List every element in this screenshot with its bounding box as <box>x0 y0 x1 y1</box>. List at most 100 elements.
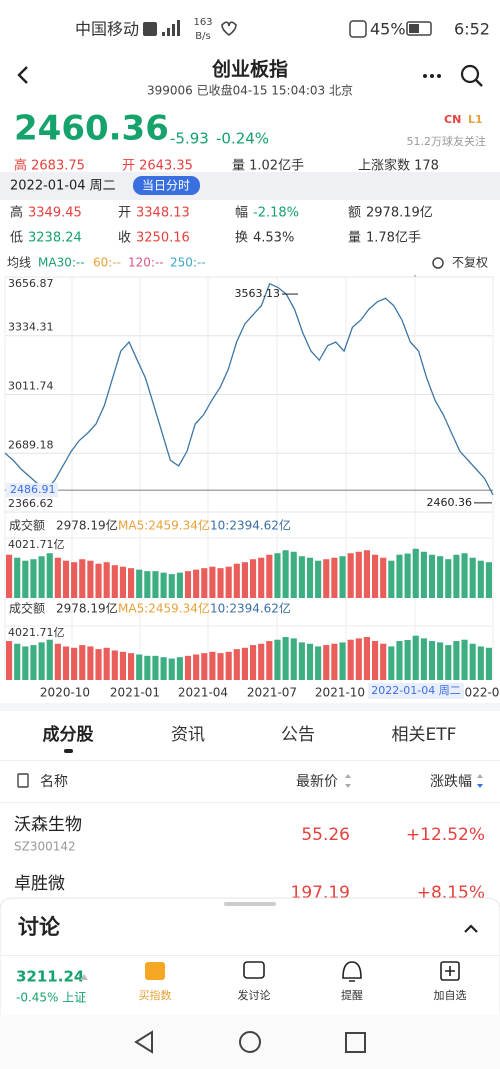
hidden-stat: 上涨家数 178 <box>358 158 439 174</box>
vol-bar <box>250 559 257 598</box>
more-button[interactable] <box>423 74 441 78</box>
tooltip-bar <box>0 172 500 200</box>
stat-value: 3348.13 <box>136 206 190 221</box>
vol-bar <box>315 560 322 598</box>
add-icon[interactable] <box>440 961 460 981</box>
cursor-box <box>6 483 58 498</box>
sort-icon[interactable] <box>345 774 351 788</box>
cursor-date-box <box>368 683 464 699</box>
tab[interactable]: 相关ETF <box>392 725 457 745</box>
vol-bar <box>241 562 248 598</box>
expand-icon[interactable] <box>80 974 88 980</box>
vol-bar <box>22 646 29 680</box>
nav-label[interactable]: 买指数 <box>139 988 172 1002</box>
nav-label[interactable]: 提醒 <box>341 989 363 1002</box>
vol-bar <box>111 565 118 598</box>
battery-icon <box>406 21 432 36</box>
legend-item: 250:-- <box>170 256 206 270</box>
separator <box>0 802 500 803</box>
health-icon <box>221 21 237 36</box>
vol-bar <box>469 643 476 680</box>
vol-bar <box>119 566 126 598</box>
stat-label: 开 <box>118 206 131 221</box>
x-tick-label: 2021-10 <box>315 686 365 700</box>
vol-bar <box>54 557 61 598</box>
alert-icon[interactable] <box>342 961 362 982</box>
title: 创业板指 <box>211 58 288 81</box>
tab[interactable]: 成分股 <box>43 724 94 745</box>
tab[interactable]: 公告 <box>281 725 315 745</box>
nav-label[interactable]: 加自选 <box>434 989 467 1002</box>
legend-item: 60:-- <box>93 256 121 270</box>
vol-bar <box>217 568 224 598</box>
stock-name[interactable]: 卓胜微 <box>14 874 65 894</box>
vol-bar <box>152 655 159 680</box>
separator <box>0 955 500 956</box>
vol-bar <box>79 645 86 680</box>
col-header[interactable]: 涨跌幅 <box>430 774 472 790</box>
vol-bar <box>119 651 126 680</box>
nav-label[interactable]: 发讨论 <box>238 988 271 1002</box>
vol-ma10: 10:2394.62亿 <box>210 518 291 533</box>
vol-bar <box>168 658 175 680</box>
vol-bar <box>266 554 273 598</box>
legend-item: 120:-- <box>128 256 164 270</box>
nav-recent[interactable] <box>345 1032 366 1053</box>
tab[interactable]: 资讯 <box>171 725 205 745</box>
stat-label: 量 <box>348 231 361 246</box>
adjust-icon[interactable] <box>432 257 444 269</box>
speed-unit: B/s <box>195 31 210 42</box>
vol-bar <box>62 560 70 598</box>
vol-bar <box>274 553 281 598</box>
cursor-value: 2486.91 <box>10 483 56 496</box>
back-button[interactable] <box>17 66 28 84</box>
stat-value: 3349.45 <box>28 206 82 221</box>
search-button[interactable] <box>460 64 483 87</box>
vol-bar <box>469 557 476 598</box>
vol-bar <box>363 637 370 680</box>
stock-code: SZ300142 <box>14 840 76 854</box>
x-tick-label: 2020-10 <box>40 686 90 700</box>
copy-icon[interactable] <box>17 773 29 788</box>
tooltip-panel <box>0 200 500 252</box>
intraday-button[interactable] <box>133 176 200 195</box>
stat-value: 3250.16 <box>136 231 190 246</box>
nav-back[interactable] <box>134 1030 153 1054</box>
drawer-title: 讨论 <box>18 915 61 939</box>
system-nav <box>0 1015 500 1069</box>
adjust-label[interactable]: 不复权 <box>452 256 488 270</box>
tab-indicator <box>64 749 73 753</box>
vol-bar <box>128 568 135 598</box>
subtitle: 399006 已收盘04-15 15:04:03 北京 <box>147 83 353 98</box>
vol-bar <box>160 572 167 598</box>
vol-bar <box>71 647 78 680</box>
vol-bar <box>30 559 37 598</box>
x-tick-label: 2021-04 <box>178 686 228 700</box>
vol-bar <box>485 647 492 680</box>
vol-bar <box>111 650 118 680</box>
vol-bar <box>298 642 305 680</box>
x-tick-label: 2021-01 <box>110 686 160 700</box>
vol-bar <box>160 657 167 680</box>
vol-bar <box>347 553 354 598</box>
vol-bar <box>404 553 411 598</box>
vol-bar <box>388 560 395 598</box>
vol-bar <box>241 647 248 680</box>
sort-icon[interactable] <box>477 784 483 788</box>
vol-bar <box>428 641 436 680</box>
col-header[interactable]: 最新价 <box>296 774 338 790</box>
drawer-handle[interactable] <box>224 902 276 906</box>
vol-tick-label: 4021.71亿 <box>8 538 65 551</box>
x-tick-label: 2022-04 <box>457 686 500 700</box>
nav-home[interactable] <box>239 1031 261 1053</box>
buy-icon[interactable] <box>145 962 165 980</box>
discuss-icon[interactable] <box>243 961 265 979</box>
vol-bar <box>46 553 53 598</box>
vol-bar <box>355 638 362 680</box>
col-header: 名称 <box>40 774 68 790</box>
expand-button[interactable] <box>464 924 478 933</box>
stock-name[interactable]: 沃森生物 <box>14 815 82 835</box>
sort-icon[interactable] <box>477 774 483 778</box>
vol-bar <box>372 641 379 680</box>
